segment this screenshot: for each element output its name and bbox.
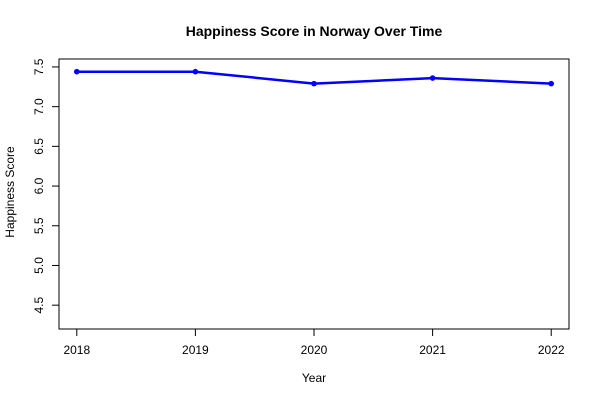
y-tick-label: 5.0 [32,257,46,274]
y-tick-label: 7.0 [32,98,46,115]
y-tick-label: 5.5 [32,217,46,234]
x-axis: 2018 2019 2020 2021 2022 [63,329,565,357]
x-tick-label: 2019 [182,343,209,357]
y-tick-label: 7.5 [32,58,46,75]
data-point [311,80,317,87]
series-layer [73,68,555,87]
x-tick-label: 2018 [63,343,90,357]
chart-title: Happiness Score in Norway Over Time [186,23,443,39]
data-point [73,68,80,75]
y-tick-label: 4.5 [32,297,46,314]
y-axis: 4.5 5.0 5.5 6.0 6.5 7.0 7.5 [32,58,59,314]
x-tick-label: 2020 [301,343,328,357]
data-point [429,75,436,81]
data-point [548,80,555,87]
y-tick-label: 6.5 [32,138,46,155]
y-tick-label: 6.0 [32,177,46,194]
x-tick-label: 2022 [538,343,565,357]
data-point [192,68,199,75]
y-axis-label: Happiness Score [3,146,17,238]
x-axis-label: Year [302,371,326,385]
x-tick-label: 2021 [419,343,446,357]
